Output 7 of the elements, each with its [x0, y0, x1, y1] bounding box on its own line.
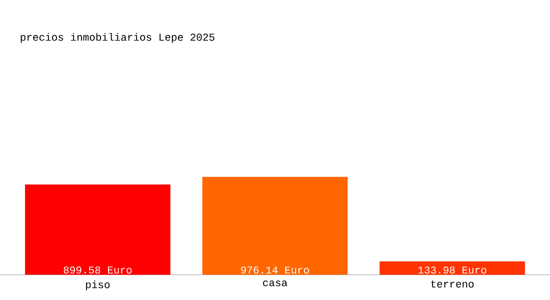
data-label: 899.58 Euro [64, 266, 132, 274]
x-tick-label: piso [86, 280, 110, 290]
x-tick-label: terreno [431, 280, 474, 288]
data-label: 133.98 Euro [418, 266, 486, 274]
chart-title: precios inmobiliarios Lepe 2025 [20, 33, 214, 43]
data-label: 976.14 Euro [241, 266, 309, 274]
x-tick-label: casa [263, 280, 288, 286]
